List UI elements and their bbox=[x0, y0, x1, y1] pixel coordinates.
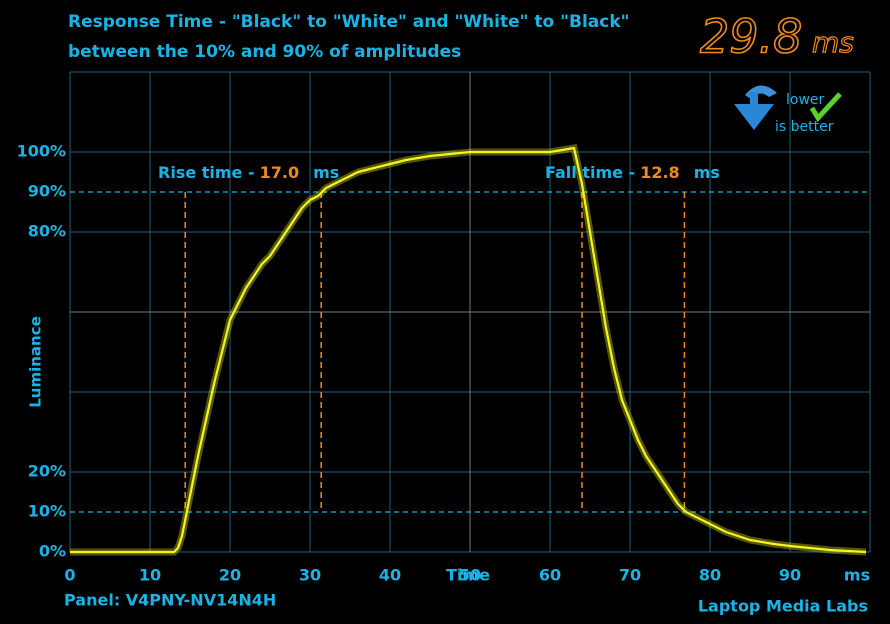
data-line bbox=[70, 146, 867, 554]
result-value: 29.8 bbox=[700, 10, 802, 64]
credit: Laptop Media Labs bbox=[698, 597, 868, 616]
chart-title: Response Time - "Black" to "White" and "… bbox=[68, 12, 630, 32]
y-tick-label: 20% bbox=[28, 462, 66, 481]
panel-label: Panel: V4PNY-NV14N4H bbox=[64, 591, 276, 610]
badge-check bbox=[809, 92, 842, 123]
annotation-value: 12.8 bbox=[640, 163, 679, 182]
x-tick-label: 70 bbox=[619, 566, 641, 585]
x-tick-label: 90 bbox=[779, 566, 801, 585]
y-tick-label: 10% bbox=[28, 502, 66, 521]
x-tick-label: 10 bbox=[139, 566, 161, 585]
annotation: Fall time - 12.8 ms bbox=[545, 163, 720, 182]
badge-text: lower bbox=[786, 92, 825, 108]
annotation: Rise time - 17.0 ms bbox=[158, 163, 339, 182]
badge-text: is better bbox=[775, 119, 834, 135]
annotation-label: Rise time - bbox=[158, 163, 255, 182]
annotation-value: 17.0 bbox=[260, 163, 299, 182]
x-tick-label: 0 bbox=[64, 566, 75, 585]
annotation-unit: ms bbox=[313, 163, 339, 182]
x-tick-label: 30 bbox=[299, 566, 321, 585]
y-tick-label: 90% bbox=[28, 182, 66, 201]
result-unit: ms bbox=[812, 26, 854, 59]
badge-arrow-head bbox=[734, 92, 774, 130]
x-tick-label: 80 bbox=[699, 566, 721, 585]
y-tick-label: 80% bbox=[28, 222, 66, 241]
x-tick-label: 20 bbox=[219, 566, 241, 585]
y-axis-label: Luminance bbox=[27, 316, 45, 408]
x-tick-label: 40 bbox=[379, 566, 401, 585]
annotation-unit: ms bbox=[694, 163, 720, 182]
x-tick-label: 50 bbox=[459, 566, 481, 585]
y-tick-label: 100% bbox=[17, 142, 66, 161]
x-axis-label: Time bbox=[446, 566, 490, 585]
annotation-label: Fall time - bbox=[545, 163, 635, 182]
chart-subtitle: between the 10% and 90% of amplitudes bbox=[68, 42, 461, 62]
y-tick-label: 0% bbox=[39, 542, 66, 561]
x-tick-label: 60 bbox=[539, 566, 561, 585]
x-axis-unit: ms bbox=[844, 566, 870, 585]
